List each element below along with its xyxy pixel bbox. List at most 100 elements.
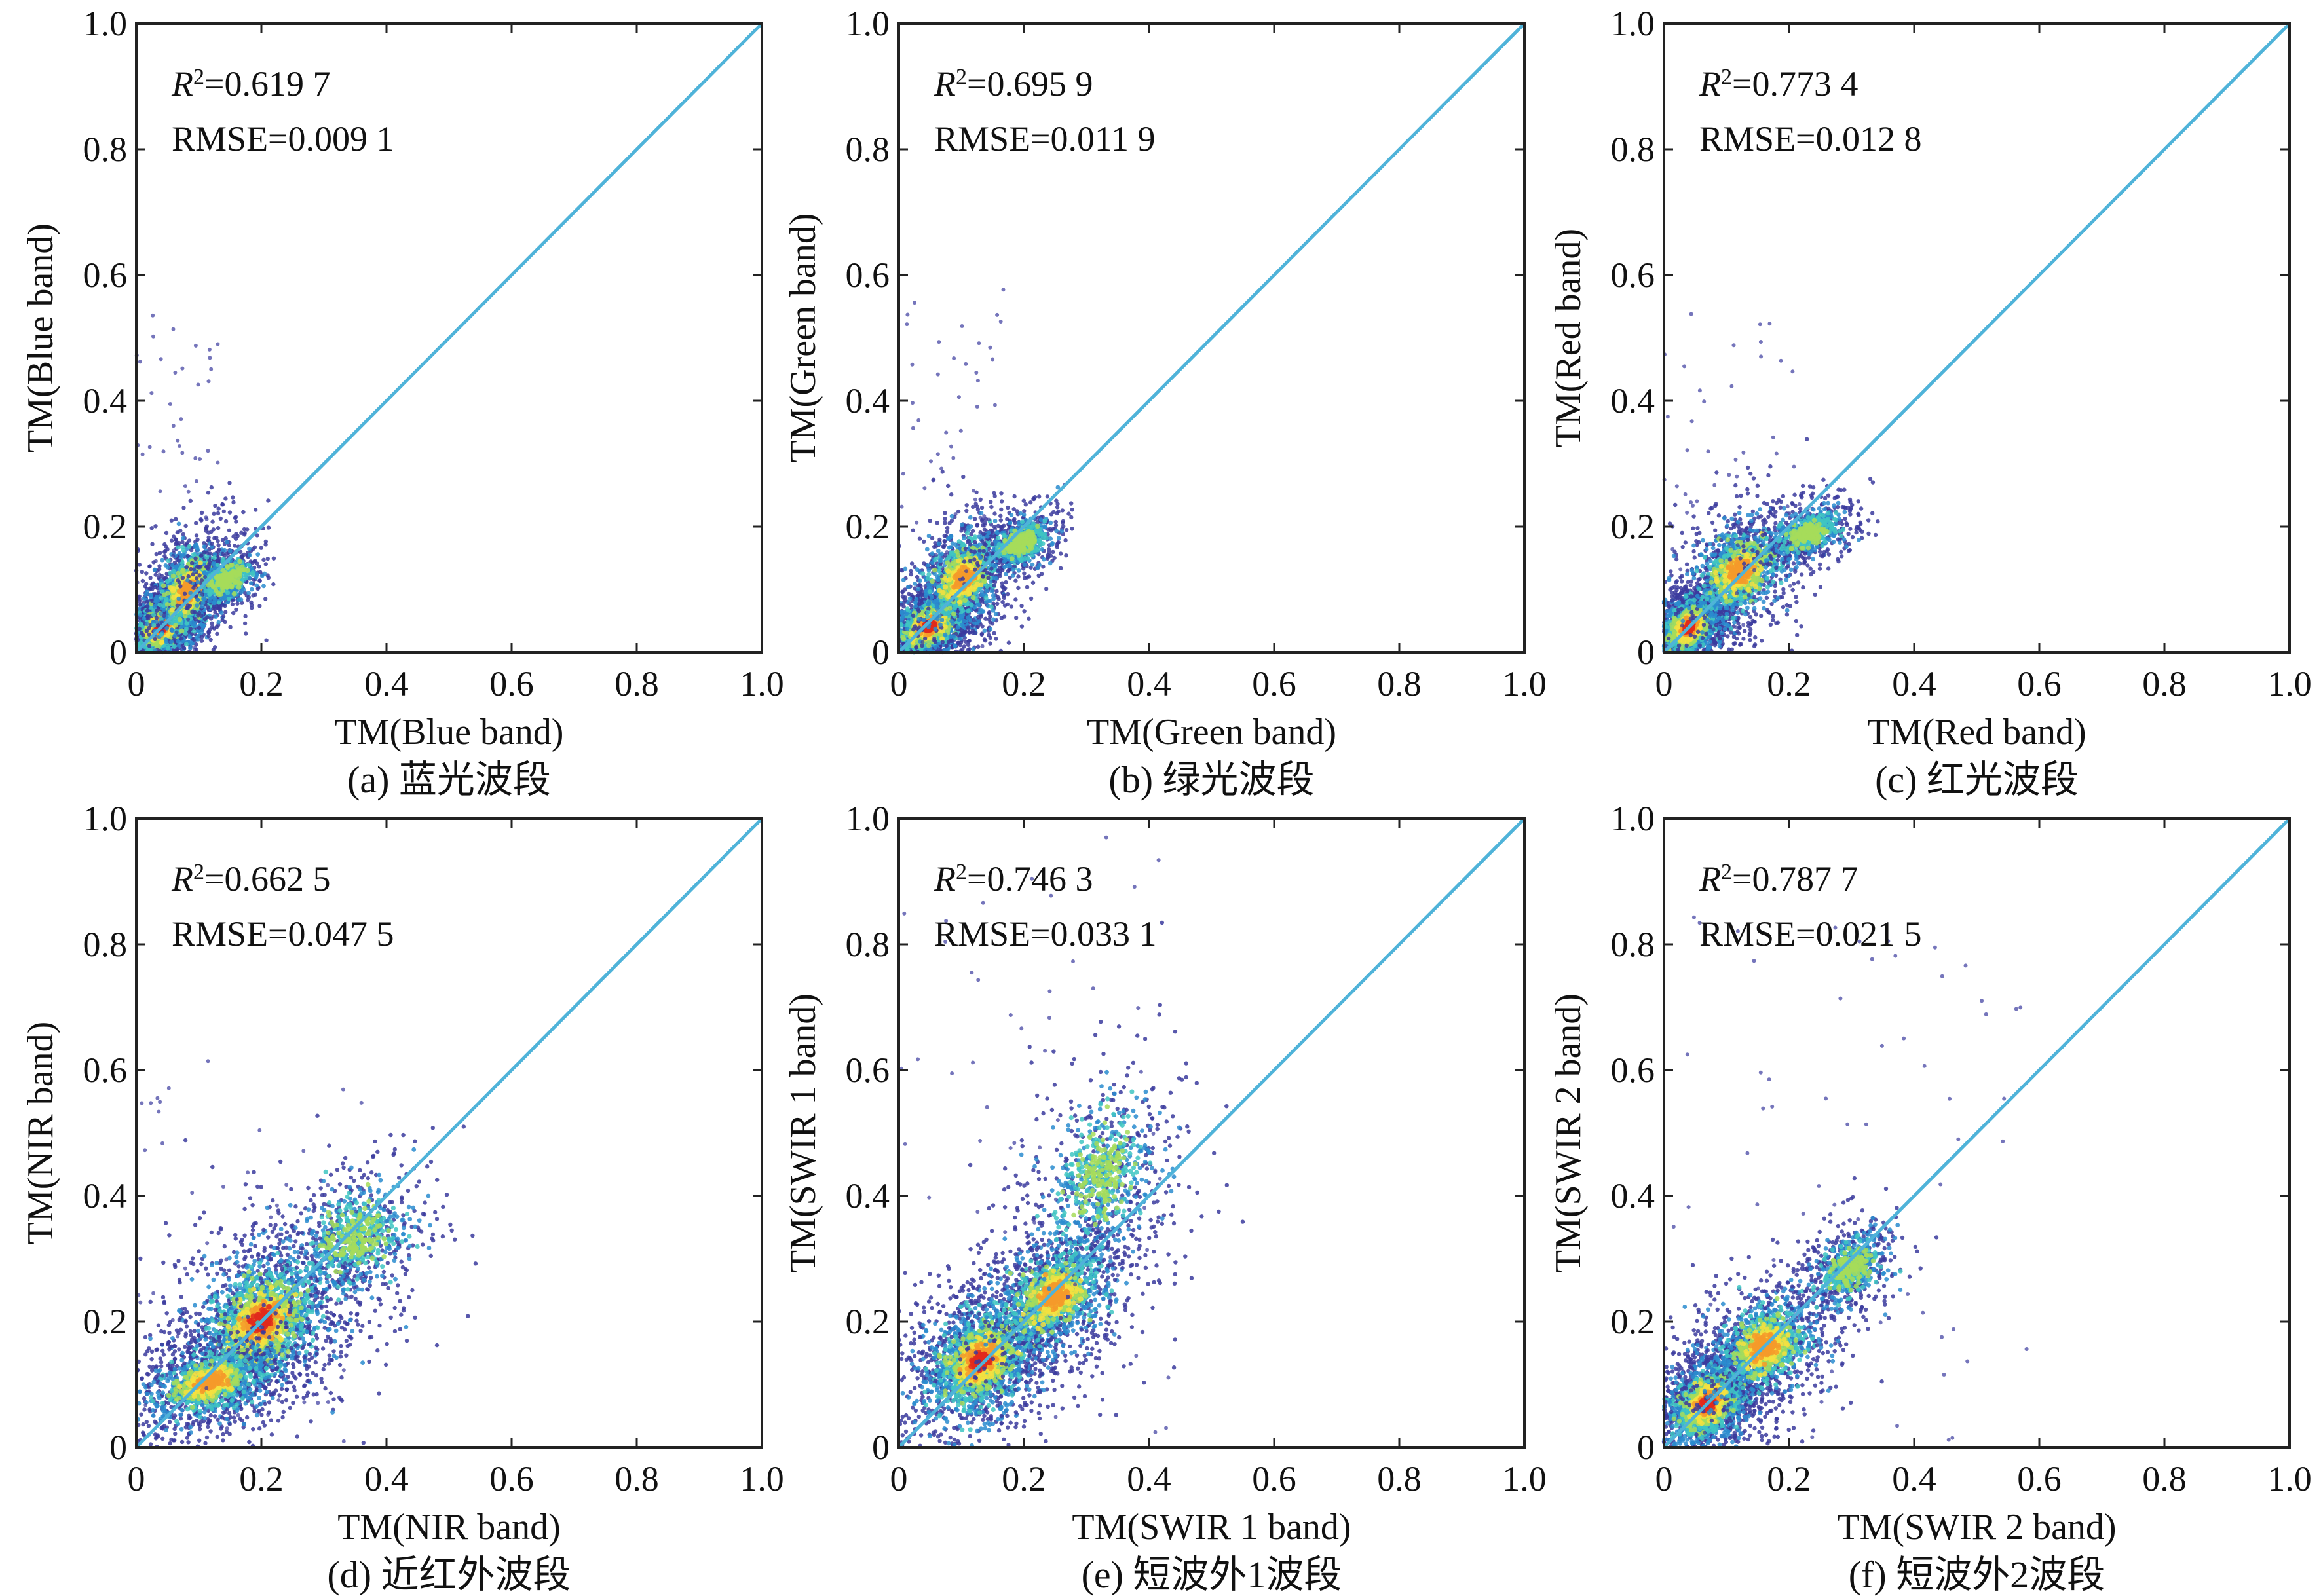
scatter-point [144,629,149,633]
scatter-point [263,597,268,601]
scatter-point [140,578,145,584]
scatter-point [195,580,200,585]
scatter-point [164,530,169,536]
scatter-point [151,623,157,628]
scatter-point [231,500,236,505]
scatter-point [266,498,271,503]
scatter-point [215,631,219,636]
scatter-point [199,510,204,515]
scatter-point [193,556,198,561]
scatter-point [206,535,211,540]
scatter-point [247,546,252,551]
scatter-point [176,578,180,583]
scatter-point [193,617,198,622]
scatter-point [177,616,183,622]
scatter-point [234,532,238,536]
scatter-point [243,614,248,618]
scatter-point [255,561,259,566]
scatter-point [183,523,188,529]
scatter-point [206,605,211,610]
scatter-point [266,525,271,530]
scatter-point [254,583,259,588]
scatter-point [239,530,244,535]
scatter-point [147,564,152,568]
scatter-point [176,596,181,601]
scatter-point [145,599,149,604]
scatter-point [210,621,214,625]
scatter-point [246,597,250,603]
scatter-point [209,616,214,621]
scatter-point [234,536,238,541]
scatter-point [153,524,158,529]
scatter-point [176,639,181,644]
scatter-point [183,626,189,632]
scatter-point [249,600,254,605]
scatter-point [213,504,217,508]
scatter-point [172,534,176,539]
scatter-point [220,618,225,622]
scatter-point [259,546,263,550]
scatter-point [181,536,186,541]
scatter-point [266,575,271,580]
scatter-point [231,495,235,500]
scatter-point [164,602,170,607]
scatter-point [159,640,164,646]
scatter-point [182,591,187,596]
scatter-point [271,556,276,561]
scatter-point [138,612,143,618]
scatter-point [206,634,211,639]
scatter-point [179,628,185,634]
scatter-point [175,603,179,608]
scatter-point [164,625,170,631]
scatter-point [223,603,227,608]
scatter-point [180,540,185,544]
scatter-point [165,591,170,596]
scatter-point [188,627,193,631]
scatter-point [164,639,169,644]
scatter-point [214,536,219,540]
scatter-point [223,519,229,524]
scatter-point [209,485,214,490]
scatter-point [153,637,157,642]
scatter-point [251,593,255,598]
scatter-point [142,616,147,621]
scatter-point [250,587,254,592]
scatter-point [176,545,181,550]
scatter-point [170,573,176,579]
scatter-point [169,518,174,523]
scatter-point [199,518,204,523]
scatter-point [207,562,212,566]
scatter-point [165,646,170,651]
scatter-point [176,570,181,576]
scatter-point [195,565,200,569]
scatter-point [188,646,193,650]
scatter-point [265,557,270,561]
scatter-point [205,615,210,620]
scatter-point [173,623,178,628]
scatter-point [217,604,222,609]
scatter-point [184,565,189,570]
scatter-point [206,630,212,635]
scatter-point [165,547,170,552]
scatter-point [201,623,206,629]
scatter-point [197,573,202,578]
scatter-point [204,527,209,531]
scatter-point [181,532,185,537]
scatter-point [155,608,159,613]
scatter-point [178,584,183,589]
scatter-point [170,600,176,605]
scatter-point [187,544,192,549]
scatter-point [140,570,144,574]
scatter-point [184,621,189,626]
scatter-point [223,610,228,614]
scatter-point [247,553,252,558]
scatter-point [228,625,233,629]
scatter-points [134,313,276,655]
scatter-point [169,538,174,543]
scatter-point [195,544,199,549]
scatter-point [160,557,165,563]
scatter-point [157,567,162,572]
scatter-point [145,604,150,609]
scatter-point [165,565,170,570]
